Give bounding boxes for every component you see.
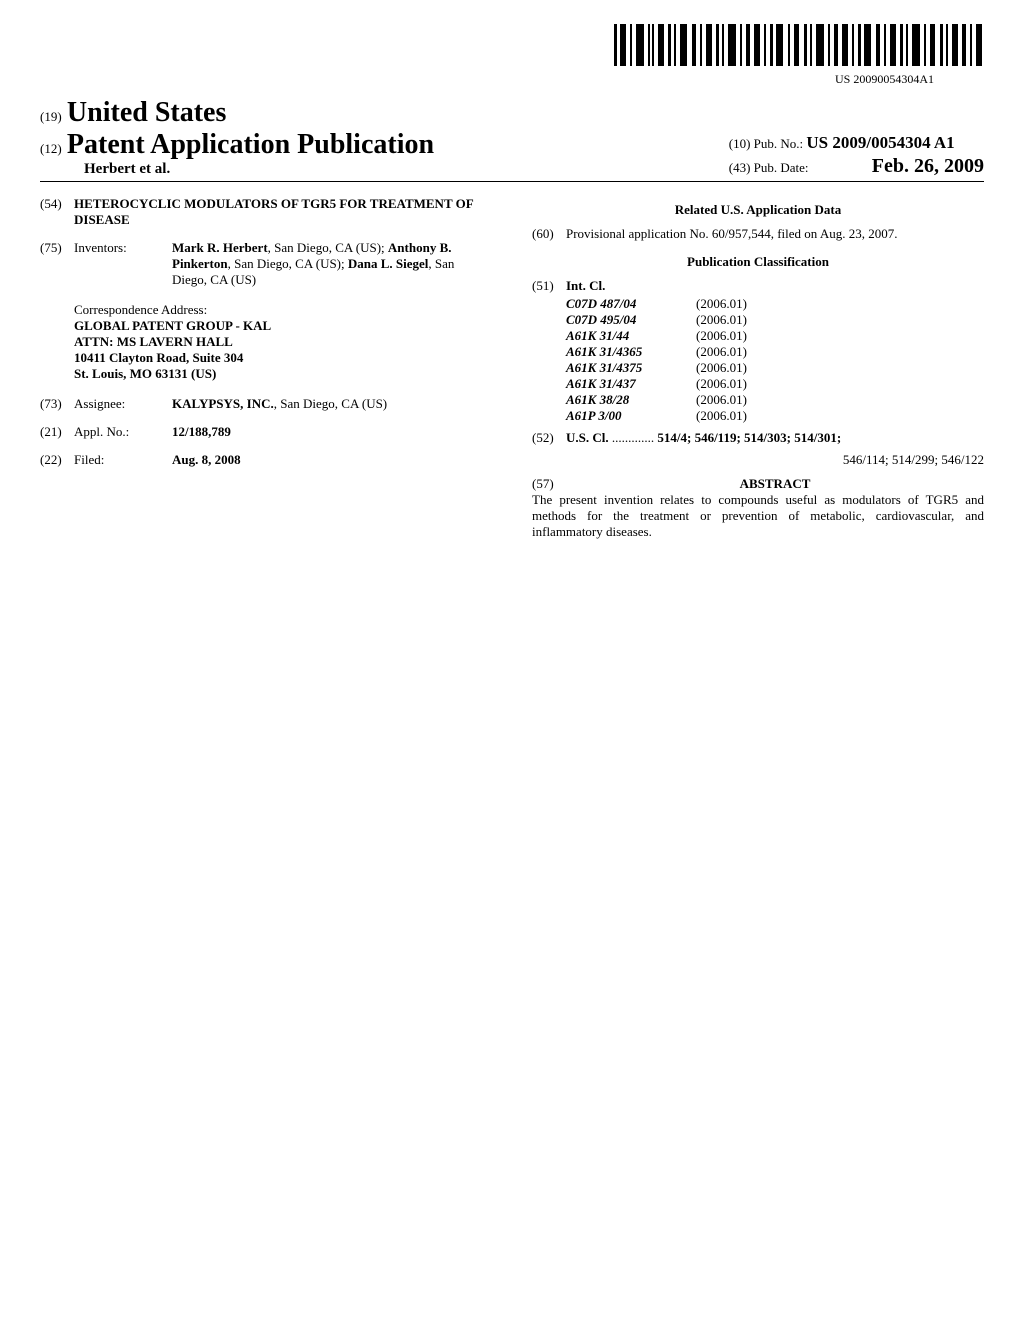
field-21: (21) (40, 424, 74, 440)
pub-date: Feb. 26, 2009 (872, 155, 984, 177)
addr-line-4: St. Louis, MO 63131 (US) (74, 366, 492, 382)
intcl-year: (2006.01) (696, 296, 747, 312)
intcl-row: C07D 495/04(2006.01) (566, 312, 984, 328)
pub-no-line: (10) Pub. No.: US 2009/0054304 A1 (729, 133, 984, 153)
intcl-row: C07D 487/04(2006.01) (566, 296, 984, 312)
prefix-12: (12) (40, 141, 62, 156)
intcl-year: (2006.01) (696, 376, 747, 392)
uscl-label: U.S. Cl. (566, 430, 609, 445)
prefix-19: (19) (40, 109, 62, 124)
intcl-code: C07D 487/04 (566, 296, 696, 312)
intcl-code: A61K 31/4375 (566, 360, 696, 376)
intcl-row: A61K 31/4365(2006.01) (566, 344, 984, 360)
assignee-label: Assignee: (74, 396, 172, 412)
appl-no-entry: (21) Appl. No.: 12/188,789 (40, 424, 492, 440)
publication-type: Patent Application Publication (67, 129, 434, 160)
intcl-row: A61K 31/44(2006.01) (566, 328, 984, 344)
related-entry: (60) Provisional application No. 60/957,… (532, 226, 984, 242)
uscl-dots: ............. (609, 430, 658, 445)
classification-heading: Publication Classification (532, 254, 984, 270)
addr-heading: Correspondence Address: (74, 302, 492, 318)
intcl-year: (2006.01) (696, 408, 747, 424)
assignee-name: KALYPSYS, INC. (172, 396, 274, 411)
country-line: (19) United States (40, 97, 434, 129)
addr-line-2: ATTN: MS LAVERN HALL (74, 334, 492, 350)
field-51: (51) (532, 278, 566, 294)
inventor-2-rest: , San Diego, CA (US); (228, 256, 348, 271)
field-60: (60) (532, 226, 566, 242)
intcl-year: (2006.01) (696, 344, 747, 360)
intcl-code: A61P 3/00 (566, 408, 696, 424)
field-52: (52) (532, 430, 566, 468)
correspondence-address: Correspondence Address: GLOBAL PATENT GR… (74, 302, 492, 382)
field-22: (22) (40, 452, 74, 468)
header-right: (10) Pub. No.: US 2009/0054304 A1 (43) P… (729, 133, 984, 178)
header-authors: Herbert et al. (84, 161, 434, 178)
intcl-label: Int. Cl. (566, 278, 605, 294)
barcode-number: US 20090054304A1 (40, 72, 984, 87)
abstract-header: (57) ABSTRACT (532, 476, 984, 492)
intcl-year: (2006.01) (696, 312, 747, 328)
barcode-block (40, 24, 984, 70)
uscl-content: U.S. Cl. ............. 514/4; 546/119; 5… (566, 430, 984, 468)
abstract-heading: ABSTRACT (566, 476, 984, 492)
pub-date-line: (43) Pub. Date: Feb. 26, 2009 (729, 155, 984, 178)
columns: (54) HETEROCYCLIC MODULATORS OF TGR5 FOR… (40, 196, 984, 540)
assignee-value: KALYPSYS, INC., San Diego, CA (US) (172, 396, 492, 412)
intcl-code: A61K 31/44 (566, 328, 696, 344)
assignee-entry: (73) Assignee: KALYPSYS, INC., San Diego… (40, 396, 492, 412)
pub-type-line: (12) Patent Application Publication (40, 129, 434, 161)
inventors-entry: (75) Inventors: Mark R. Herbert, San Die… (40, 240, 492, 288)
pub-no: US 2009/0054304 A1 (806, 133, 954, 152)
filed-value: Aug. 8, 2008 (172, 452, 492, 468)
intcl-row: A61K 31/437(2006.01) (566, 376, 984, 392)
field-57: (57) (532, 476, 566, 492)
intcl-year: (2006.01) (696, 328, 747, 344)
uscl-line-1: 514/4; 546/119; 514/303; 514/301; (657, 430, 841, 445)
invention-title: HETEROCYCLIC MODULATORS OF TGR5 FOR TREA… (74, 196, 492, 228)
field-75: (75) (40, 240, 74, 288)
intcl-code: A61K 38/28 (566, 392, 696, 408)
intcl-code: A61K 31/4365 (566, 344, 696, 360)
inventors-value: Mark R. Herbert, San Diego, CA (US); Ant… (172, 240, 492, 288)
intcl-list: C07D 487/04(2006.01) C07D 495/04(2006.01… (566, 296, 984, 424)
uscl-line-2: 546/114; 514/299; 546/122 (566, 452, 984, 468)
addr-line-1: GLOBAL PATENT GROUP - KAL (74, 318, 492, 334)
addr-line-3: 10411 Clayton Road, Suite 304 (74, 350, 492, 366)
intcl-row: A61K 38/28(2006.01) (566, 392, 984, 408)
inventor-3-name: Dana L. Siegel (348, 256, 429, 271)
country: United States (67, 97, 226, 128)
pub-no-prefix: (10) Pub. No.: (729, 136, 803, 151)
inventors-label: Inventors: (74, 240, 172, 288)
header-left: (19) United States (12) Patent Applicati… (40, 97, 434, 178)
intcl-row: A61K 31/4375(2006.01) (566, 360, 984, 376)
field-73: (73) (40, 396, 74, 412)
barcode-icon (614, 24, 984, 70)
filed-label: Filed: (74, 452, 172, 468)
title-entry: (54) HETEROCYCLIC MODULATORS OF TGR5 FOR… (40, 196, 492, 228)
field-54: (54) (40, 196, 74, 228)
pub-date-prefix: (43) Pub. Date: (729, 160, 809, 175)
left-column: (54) HETEROCYCLIC MODULATORS OF TGR5 FOR… (40, 196, 492, 540)
intcl-year: (2006.01) (696, 392, 747, 408)
appl-no-value: 12/188,789 (172, 424, 492, 440)
inventor-1-rest: , San Diego, CA (US); (268, 240, 388, 255)
related-heading: Related U.S. Application Data (532, 202, 984, 218)
inventor-1-name: Mark R. Herbert (172, 240, 268, 255)
intcl-entry: (51) Int. Cl. (532, 278, 984, 294)
right-column: Related U.S. Application Data (60) Provi… (532, 196, 984, 540)
uscl-entry: (52) U.S. Cl. ............. 514/4; 546/1… (532, 430, 984, 468)
header: (19) United States (12) Patent Applicati… (40, 97, 984, 182)
abstract-text: The present invention relates to compoun… (532, 492, 984, 540)
intcl-row: A61P 3/00(2006.01) (566, 408, 984, 424)
appl-no-label: Appl. No.: (74, 424, 172, 440)
assignee-rest: , San Diego, CA (US) (274, 396, 387, 411)
related-text: Provisional application No. 60/957,544, … (566, 226, 897, 242)
filed-entry: (22) Filed: Aug. 8, 2008 (40, 452, 492, 468)
intcl-code: C07D 495/04 (566, 312, 696, 328)
intcl-year: (2006.01) (696, 360, 747, 376)
intcl-code: A61K 31/437 (566, 376, 696, 392)
